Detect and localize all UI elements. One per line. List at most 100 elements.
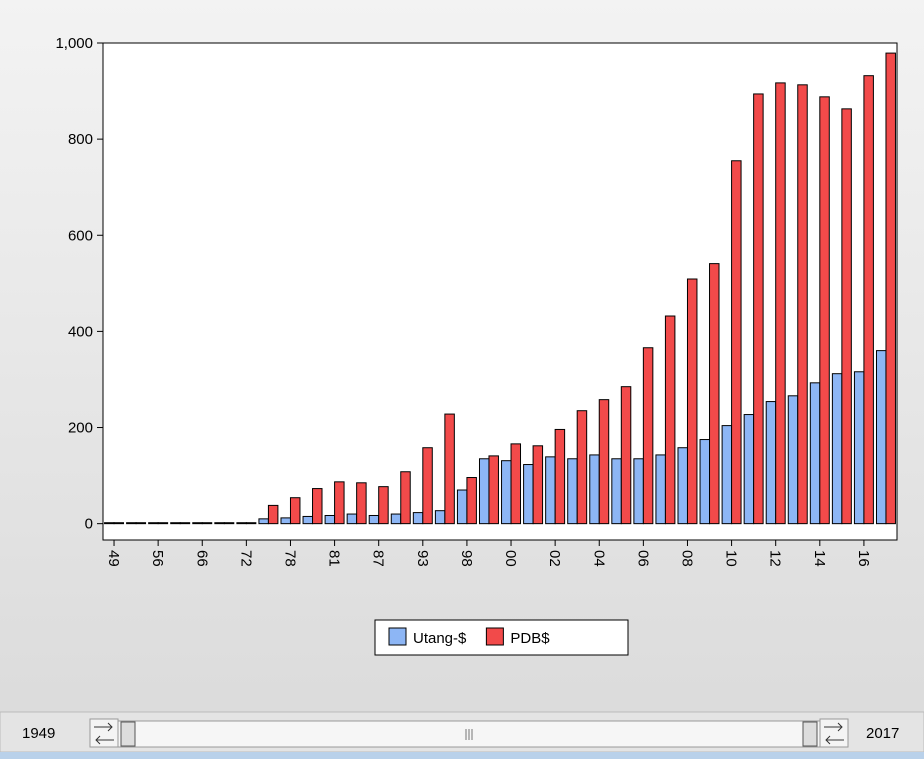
- bar: [532, 445, 544, 525]
- bar: [324, 514, 336, 525]
- bar: [478, 458, 490, 525]
- bar: [356, 482, 367, 525]
- bar: [554, 428, 566, 525]
- bar: [567, 458, 578, 525]
- y-tick-label: 0: [85, 516, 93, 533]
- slider-start: 1949: [22, 725, 55, 742]
- x-tick-label: 81: [326, 550, 343, 567]
- x-tick-label: 00: [502, 550, 519, 567]
- bar: [148, 522, 159, 525]
- bar: [731, 160, 742, 525]
- bar: [743, 414, 755, 525]
- x-tick-label: 10: [723, 550, 740, 567]
- bar: [620, 386, 632, 525]
- bar: [510, 443, 522, 525]
- bar: [466, 477, 477, 525]
- bar: [104, 522, 115, 525]
- x-tick-label: 14: [811, 550, 828, 567]
- bar: [302, 515, 314, 525]
- bar: [456, 489, 468, 525]
- right-arrows[interactable]: [819, 718, 849, 748]
- x-tick-label: 49: [105, 550, 122, 567]
- bar: [523, 464, 534, 525]
- bar: [633, 458, 644, 525]
- bar: [334, 481, 345, 525]
- bar: [709, 263, 720, 525]
- bar: [170, 522, 181, 525]
- x-tick-label: 04: [590, 550, 607, 567]
- bar: [113, 522, 125, 525]
- slider-handle-right[interactable]: [802, 721, 818, 747]
- bar: [576, 410, 588, 525]
- y-tick-label: 200: [68, 420, 93, 437]
- bar: [267, 504, 279, 525]
- x-tick-label: 78: [281, 550, 298, 567]
- bar: [642, 347, 654, 525]
- bar: [863, 75, 874, 525]
- bar: [488, 455, 499, 525]
- bar: [312, 488, 323, 525]
- bar: [223, 522, 235, 525]
- x-tick-label: 06: [634, 550, 651, 567]
- bar: [368, 514, 380, 525]
- legend-label: PDB$: [510, 630, 550, 647]
- bar: [853, 371, 865, 525]
- legend-swatch: [485, 627, 504, 646]
- status-strip: [0, 752, 924, 759]
- bar: [501, 460, 512, 525]
- bar: [192, 522, 203, 525]
- bar: [753, 93, 764, 525]
- x-tick-label: 72: [237, 550, 254, 567]
- bar: [236, 522, 247, 525]
- legend-label: Utang-$: [413, 630, 467, 647]
- bar: [797, 84, 808, 525]
- bar: [412, 512, 424, 525]
- arrow-icon: [94, 722, 114, 745]
- x-tick-label: 56: [149, 550, 166, 567]
- bar: [664, 315, 676, 525]
- bar: [885, 52, 896, 525]
- left-arrows[interactable]: [89, 718, 119, 748]
- y-tick-label: 400: [68, 323, 93, 340]
- bar: [686, 278, 698, 525]
- bar: [841, 108, 852, 525]
- bar: [157, 522, 169, 525]
- x-tick-label: 02: [546, 550, 563, 567]
- bar: [201, 522, 213, 525]
- arrow-icon: [824, 722, 844, 745]
- bar: [611, 458, 622, 525]
- bar: [655, 454, 666, 525]
- slider-end: 2017: [866, 725, 899, 742]
- x-tick-label: 12: [767, 550, 784, 567]
- bar: [809, 382, 821, 525]
- x-tick-label: 87: [370, 550, 387, 567]
- bar: [179, 522, 191, 525]
- y-tick-label: 800: [68, 131, 93, 148]
- bar: [765, 401, 777, 525]
- x-tick-label: 08: [678, 550, 695, 567]
- bar: [289, 497, 301, 525]
- bar: [875, 350, 887, 525]
- bar: [126, 522, 137, 525]
- bar: [444, 413, 455, 525]
- bar: [346, 513, 358, 525]
- x-tick-label: 93: [414, 550, 431, 567]
- bar: [245, 522, 257, 525]
- bar: [135, 522, 147, 525]
- plot-area: [102, 42, 898, 541]
- bar: [721, 425, 733, 525]
- slider-handle-left[interactable]: [120, 721, 136, 747]
- legend-swatch: [388, 627, 407, 646]
- bar: [545, 456, 556, 525]
- bar: [390, 513, 402, 525]
- x-tick-label: 16: [855, 550, 872, 567]
- bar: [819, 96, 830, 525]
- bar: [422, 447, 433, 525]
- bar: [699, 439, 711, 525]
- bar: [378, 486, 389, 525]
- bar: [677, 447, 688, 525]
- bar: [787, 395, 799, 525]
- bar: [434, 510, 446, 525]
